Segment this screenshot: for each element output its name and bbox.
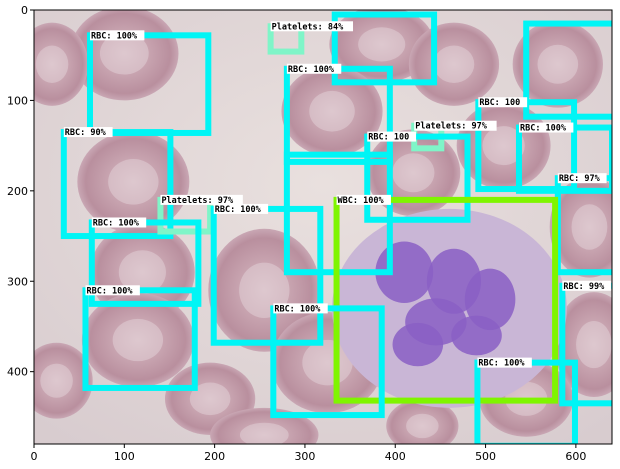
y-tick-label: 100 [7, 94, 28, 107]
y-tick-label: 0 [21, 4, 28, 17]
detection-label: RBC: 90% [65, 128, 107, 138]
detection-label: RBC: 97% [559, 174, 601, 184]
detection-label-bg [270, 21, 354, 32]
y-axis: 0 100 200 300 400 [7, 4, 34, 379]
x-tick-label: 400 [385, 450, 406, 463]
wbc-nucleus-lobe [464, 268, 516, 331]
x-axis: 0 100 200 300 400 500 600 [31, 444, 586, 463]
y-tick-label: 400 [7, 366, 28, 379]
detection-label: Platelets: 97% [415, 122, 488, 132]
detection-box-rbc [331, 11, 438, 86]
detection-label: RBC: 100 [368, 133, 409, 143]
detection-box-rbc [82, 287, 198, 391]
detection-label: RBC: 100 [479, 98, 520, 108]
detection-label-bg [477, 357, 532, 368]
detection-label: RBC: 100% [91, 31, 138, 41]
rbc-cell [81, 293, 194, 388]
detection-box-rbc [364, 133, 471, 223]
wbc-nucleus-lobe [392, 322, 444, 367]
detection-label: RBC: 100% [215, 205, 262, 215]
detection-label-bg [414, 120, 497, 131]
detection-label: RBC: 100% [478, 359, 525, 369]
detection-label: WBC: 100% [338, 196, 385, 206]
rbc-cell [549, 176, 612, 278]
detection-label-bg [273, 303, 328, 314]
detection-label-bg [557, 173, 607, 184]
x-tick-label: 500 [475, 450, 496, 463]
detection-label-bg [518, 122, 574, 133]
x-tick-label: 600 [565, 450, 586, 463]
rbc-cell [34, 342, 93, 419]
rbc-cell [281, 66, 383, 157]
detection-label-bg [89, 30, 145, 41]
detection-label-bg [160, 194, 243, 205]
detection-label: RBC: 99% [563, 282, 605, 292]
detection-label-bg [367, 131, 417, 142]
microscope-image [34, 10, 612, 444]
detection-label-bg [336, 194, 391, 205]
detection-label: Platelets: 97% [161, 196, 234, 206]
y-tick-label: 300 [7, 275, 28, 288]
rbc-cell [554, 292, 612, 397]
detection-label-bg [213, 203, 269, 214]
rbc-cell [329, 10, 435, 83]
wbc-nucleus-lobe [451, 315, 502, 356]
rbc-cell [89, 223, 195, 322]
rbc-cell [34, 22, 89, 106]
detection-label-bg [478, 97, 528, 108]
y-tick-label: 200 [7, 185, 28, 198]
detection-label: Platelets: 84% [272, 22, 345, 32]
rbc-cell [512, 20, 603, 108]
detection-label: RBC: 100% [288, 65, 335, 75]
x-tick-label: 200 [204, 450, 225, 463]
detection-box-wbc [333, 196, 559, 404]
detection-label-bg [85, 285, 140, 296]
detection-label: RBC: 100% [274, 304, 321, 314]
detection-box-rbc [60, 129, 174, 240]
detection-label: RBC: 100% [520, 124, 567, 134]
detection-label-bg [286, 63, 342, 74]
detection-labels-layer: RBC: 100%Platelets: 84%RBC: 100%Platelet… [63, 21, 612, 369]
x-tick-label: 0 [31, 450, 38, 463]
rbc-cell [408, 22, 500, 106]
x-tick-label: 100 [114, 450, 135, 463]
detection-label-bg [91, 217, 147, 228]
axes-frame [33, 9, 613, 445]
detection-label-bg [63, 127, 113, 138]
detection-label: RBC: 100% [93, 218, 140, 228]
x-tick-label: 300 [294, 450, 315, 463]
detection-label-bg [562, 280, 612, 291]
rbc-cell [386, 398, 459, 444]
detection-label: RBC: 100% [86, 286, 133, 296]
